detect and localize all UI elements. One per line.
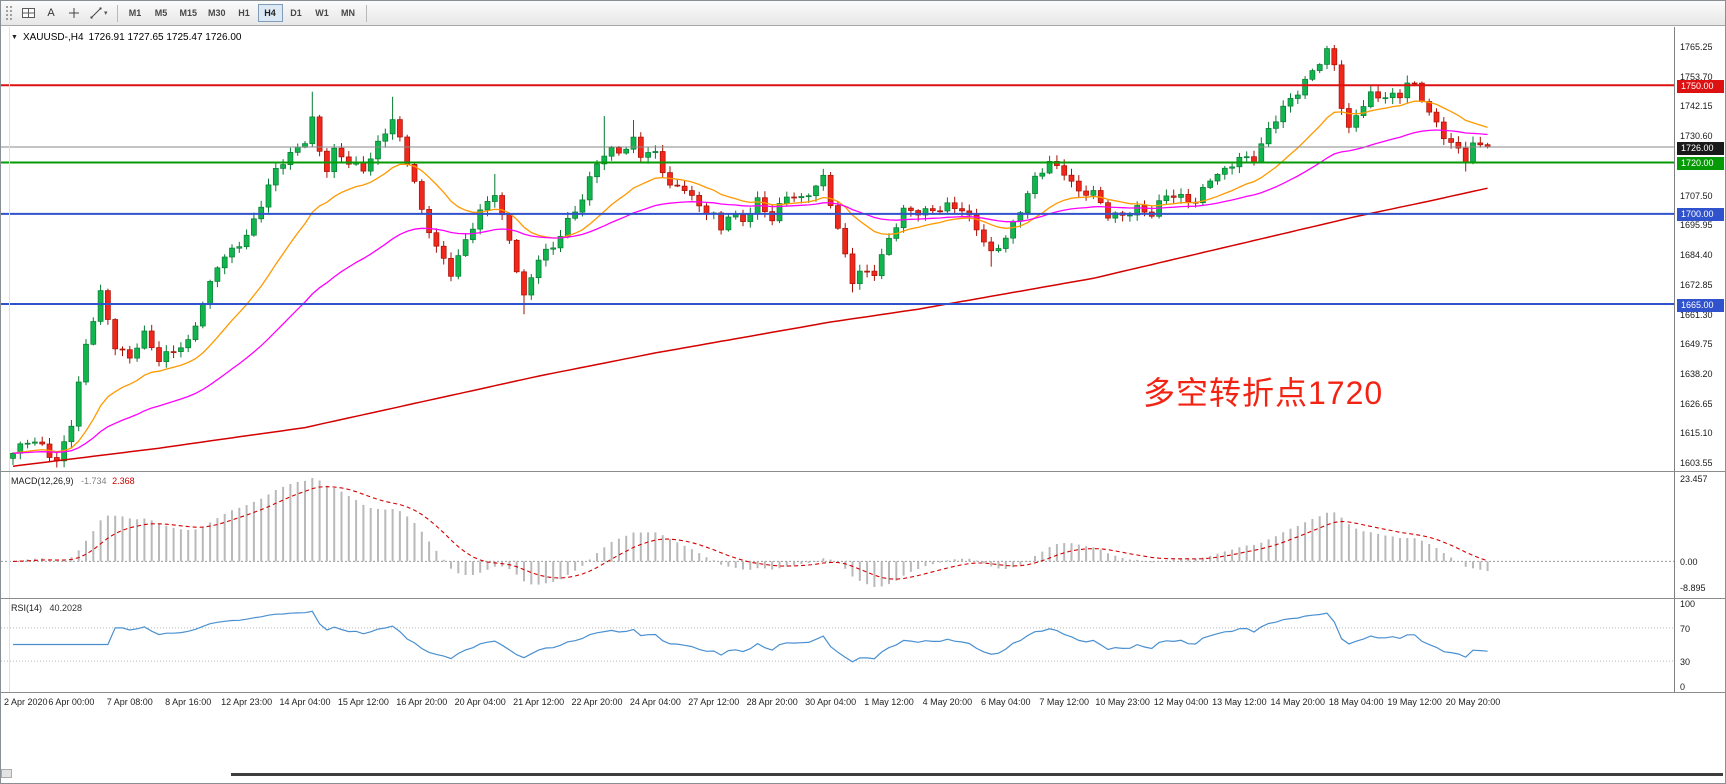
time-label: 21 Apr 12:00: [513, 697, 565, 707]
price-badge-1720.00: 1720.00: [1677, 157, 1724, 170]
price-tick: 1672.85: [1680, 280, 1713, 290]
chart-annotation: 多空转折点1720: [1143, 375, 1384, 411]
time-label: 13 May 12:00: [1212, 697, 1267, 707]
panel-separator-macd[interactable]: [1, 471, 1725, 472]
price-tick: 1638.20: [1680, 369, 1713, 379]
toolbar-separator: [365, 4, 367, 22]
price-badge-1700.00: 1700.00: [1677, 208, 1724, 221]
timeframe-button-m15[interactable]: M15: [175, 4, 203, 22]
chevron-down-icon: ▾: [104, 10, 108, 17]
toolbar-grip[interactable]: [4, 4, 13, 22]
price-tick: -8.895: [1680, 583, 1706, 593]
time-label: 6 Apr 00:00: [48, 697, 95, 707]
time-label: 4 May 20:00: [922, 697, 973, 707]
time-label: 30 Apr 04:00: [805, 697, 857, 707]
macd-label: MACD(12,26,9) -1.734 2.368: [11, 476, 135, 486]
time-label: 2 Apr 2020: [4, 697, 48, 707]
macd-main-value: -1.734: [81, 476, 107, 486]
timeframe-button-m30[interactable]: M30: [203, 4, 231, 22]
collapse-triangle-icon[interactable]: ▼: [11, 34, 18, 41]
chart-left-margin-line: [9, 27, 10, 692]
time-label: 15 Apr 12:00: [337, 697, 389, 707]
rsi-value: 40.2028: [49, 603, 83, 613]
price-tick: 1730.60: [1680, 131, 1713, 141]
time-label: 14 Apr 04:00: [279, 697, 331, 707]
rsi-panel[interactable]: [1, 599, 1674, 692]
trendline-icon: [90, 7, 102, 19]
charts-grid-button[interactable]: [17, 3, 39, 23]
chart-title: ▼ XAUUSD-,H4 1726.91 1727.65 1725.47 172…: [11, 32, 241, 43]
price-tick: 1695.95: [1680, 220, 1713, 230]
macd-panel[interactable]: [1, 472, 1674, 597]
time-label: 16 Apr 20:00: [396, 697, 448, 707]
horizontal-scrollbar[interactable]: [1, 771, 1725, 778]
timeframe-button-m5[interactable]: M5: [149, 4, 174, 22]
timeframe-button-mn[interactable]: MN: [336, 4, 361, 22]
price-tick: 1684.40: [1680, 250, 1713, 260]
price-tick: 30: [1680, 657, 1691, 667]
price-tick: 1753.70: [1680, 72, 1713, 82]
time-label: 18 May 04:00: [1328, 697, 1384, 707]
time-label: 14 May 20:00: [1270, 697, 1326, 707]
price-tick: 23.457: [1680, 474, 1708, 484]
time-label: 7 May 12:00: [1039, 697, 1089, 707]
crosshair-icon: [69, 8, 79, 18]
text-tool-button[interactable]: A: [40, 3, 62, 23]
time-label: 12 May 04:00: [1153, 697, 1209, 707]
time-label: 1 May 12:00: [864, 697, 914, 707]
scrollbar-thumb[interactable]: [231, 773, 1723, 776]
price-tick: 0.00: [1680, 557, 1698, 567]
timeframe-button-w1[interactable]: W1: [310, 4, 335, 22]
macd-signal-value: 2.368: [112, 476, 135, 486]
main-price-chart[interactable]: [1, 27, 1674, 471]
price-badge-1726.00: 1726.00: [1677, 142, 1724, 155]
time-label: 12 Apr 23:00: [221, 697, 273, 707]
time-axis[interactable]: 2 Apr 2020 6 Apr 00:00 7 Apr 08:00 8 Apr 16…: [1, 692, 1725, 710]
timeframe-button-m1[interactable]: M1: [123, 4, 148, 22]
price-tick: 1603.55: [1680, 458, 1713, 468]
timeframe-button-h1[interactable]: H1: [232, 4, 257, 22]
crosshair-button[interactable]: [63, 3, 85, 23]
time-label: 24 Apr 04:00: [629, 697, 681, 707]
price-tick: 1707.50: [1680, 191, 1713, 201]
price-tick: 1649.75: [1680, 339, 1713, 349]
timeframe-group: M1 M5 M15 M30 H1 H4 D1 W1 MN: [123, 4, 361, 22]
time-label: 20 May 20:00: [1445, 697, 1501, 707]
rsi-label: RSI(14) 40.2028: [11, 603, 82, 613]
time-label: 20 Apr 04:00: [454, 697, 506, 707]
price-tick: 1626.65: [1680, 399, 1713, 409]
price-tick: 70: [1680, 624, 1691, 634]
chart-area: 1765.251753.701742.151730.601719.051707.…: [1, 26, 1725, 783]
price-axis[interactable]: 1765.251753.701742.151730.601719.051707.…: [1674, 27, 1725, 692]
time-label: 27 Apr 12:00: [688, 697, 740, 707]
time-label: 8 Apr 16:00: [165, 697, 212, 707]
time-label: 22 Apr 20:00: [571, 697, 623, 707]
rsi-name: RSI(14): [11, 603, 43, 613]
timeframe-button-h4[interactable]: H4: [257, 4, 283, 22]
panel-separator-rsi[interactable]: [1, 598, 1725, 599]
price-tick: 1661.30: [1680, 310, 1713, 320]
price-tick: 1615.10: [1680, 428, 1713, 438]
time-label: 28 Apr 20:00: [746, 697, 798, 707]
time-label: 10 May 23:00: [1095, 697, 1150, 707]
scrollbar-corner: [1, 769, 12, 778]
macd-name: MACD(12,26,9): [11, 476, 74, 486]
time-label: 19 May 12:00: [1387, 697, 1442, 707]
price-badge-1665.00: 1665.00: [1677, 299, 1724, 312]
line-studies-button[interactable]: ▾: [86, 3, 112, 23]
ohlc-values: 1726.91 1727.65 1725.47 1726.00: [88, 32, 242, 43]
price-badge-1750.00: 1750.00: [1677, 80, 1724, 93]
price-tick: 1765.25: [1680, 42, 1713, 52]
symbol-period-label: XAUUSD-,H4: [22, 32, 84, 43]
price-tick: 0: [1680, 682, 1686, 692]
timeframe-button-d1[interactable]: D1: [284, 4, 309, 22]
price-tick: 1742.15: [1680, 101, 1713, 111]
time-label: 7 Apr 08:00: [106, 697, 153, 707]
time-label: 6 May 04:00: [981, 697, 1031, 707]
charts-grid-icon: [21, 8, 35, 18]
price-tick: 100: [1680, 599, 1696, 609]
toolbar: A ▾ M1 M5 M15 M30 H1 H4 D1 W1 MN: [1, 1, 1725, 26]
toolbar-separator: [116, 4, 118, 22]
